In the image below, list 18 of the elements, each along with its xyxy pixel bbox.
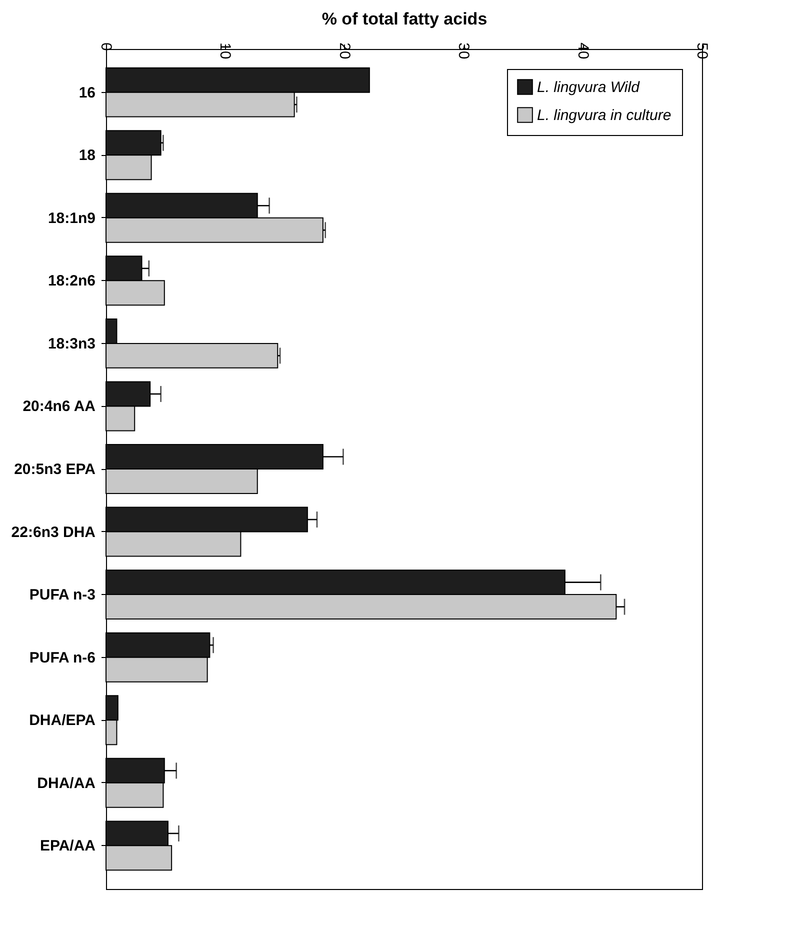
legend-label: L. lingvura in culture <box>537 107 672 124</box>
y-tick-label: 18:2n6 <box>48 272 96 290</box>
y-tick-label: 18:3n3 <box>48 335 96 352</box>
y-tick-label: DHA/EPA <box>29 712 96 730</box>
y-tick-label: 18 <box>78 147 96 164</box>
y-tick-label: DHA/AA <box>37 774 96 792</box>
y-tick-label: 20:4n6 AA <box>22 398 96 416</box>
x-tick-label: 40 <box>574 42 592 60</box>
x-tick-label: 10 <box>216 42 234 60</box>
y-tick-label: PUFA n-6 <box>29 649 96 666</box>
y-tick-label: EPA/AA <box>40 838 96 855</box>
y-tick-label: PUFA n-3 <box>29 586 96 604</box>
y-tick-label: 16 <box>78 84 96 102</box>
y-tick-label: 18:1n9 <box>48 210 96 227</box>
y-tick-label: 20:5n3 EPA <box>14 461 96 478</box>
x-axis-title: % of total fatty acids <box>322 10 488 28</box>
legend-label: L. lingvura Wild <box>537 79 640 96</box>
y-tick-label: 22:6n3 DHA <box>11 524 96 541</box>
